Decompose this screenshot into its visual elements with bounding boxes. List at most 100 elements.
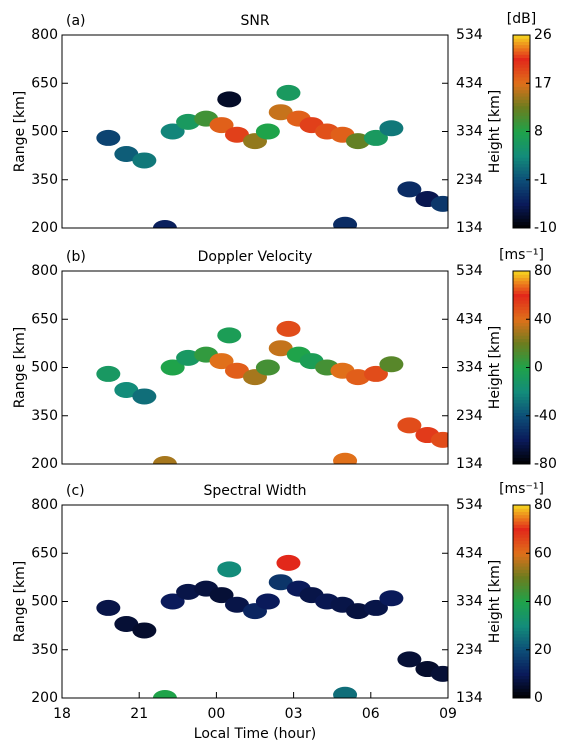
colorbar-swatch — [513, 118, 530, 123]
echo — [114, 146, 139, 163]
echo — [276, 320, 301, 337]
colorbar-swatch — [513, 332, 530, 336]
echo — [132, 152, 157, 169]
colorbar-swatch — [513, 431, 530, 436]
x-tick-label: 18 — [53, 706, 71, 722]
y-axis-label: Range [km] — [12, 327, 28, 409]
colorbar-swatch — [513, 627, 530, 631]
colorbar-swatch — [513, 348, 530, 352]
echo — [217, 327, 242, 344]
colorbar-swatch — [513, 617, 530, 622]
echo — [430, 195, 448, 212]
colorbar-swatch — [513, 694, 530, 699]
colorbar-swatch — [513, 319, 530, 323]
colorbar-swatch — [513, 299, 530, 304]
colorbar-swatch — [513, 163, 530, 168]
y-tick-label: 800 — [31, 263, 58, 279]
colorbar-swatch — [513, 386, 530, 391]
colorbar-swatch — [513, 354, 530, 359]
colorbar-swatch — [513, 517, 530, 522]
colorbar-swatch — [513, 134, 530, 139]
colorbar-swatch — [513, 121, 530, 126]
colorbar-swatch — [513, 173, 530, 178]
y-tick-label: 800 — [31, 497, 58, 513]
colorbar-swatch — [513, 92, 530, 97]
colorbar-swatch — [513, 144, 530, 149]
colorbar-swatch — [513, 543, 530, 548]
colorbar-tick-label: -80 — [534, 456, 557, 472]
colorbar-swatch — [513, 447, 530, 452]
colorbar-swatch — [513, 601, 530, 606]
echo — [152, 690, 177, 698]
colorbar-swatch — [513, 115, 530, 120]
colorbar-swatch — [513, 562, 530, 567]
colorbar-swatch — [513, 607, 530, 612]
echo — [209, 587, 234, 604]
colorbar-swatch — [513, 189, 530, 194]
echo — [276, 84, 301, 101]
y-axis-label: Range [km] — [12, 561, 28, 643]
colorbar-swatch — [513, 309, 530, 314]
colorbar-swatch — [513, 221, 530, 226]
colorbar-swatch — [513, 215, 530, 219]
colorbar-swatch — [513, 678, 530, 683]
colorbar-swatch — [513, 63, 530, 68]
colorbar-swatch — [513, 633, 530, 638]
colorbar-tick-label: -40 — [534, 408, 557, 424]
colorbar-tick-label: 0 — [534, 690, 543, 706]
colorbar-swatch — [513, 105, 530, 110]
echo — [132, 622, 157, 639]
y2-tick-label: 134 — [456, 220, 483, 236]
colorbar-swatch — [513, 296, 530, 301]
colorbar-swatch — [513, 283, 530, 288]
echo — [379, 120, 404, 137]
echo — [132, 388, 157, 405]
colorbar-swatch — [513, 195, 530, 200]
colorbar-swatch — [513, 211, 530, 216]
colorbar-swatch — [513, 38, 530, 42]
y2-tick-label: 434 — [456, 311, 483, 327]
colorbar-swatch — [513, 380, 530, 385]
colorbar-swatch — [513, 652, 530, 657]
colorbar-swatch — [513, 344, 530, 349]
colorbar-swatch — [513, 540, 530, 545]
echo — [96, 365, 121, 382]
colorbar-label: [ms⁻¹] — [499, 247, 544, 263]
x-axis-label: Local Time (hour) — [194, 726, 316, 742]
panel-title: SNR — [240, 13, 269, 29]
colorbar-swatch — [513, 312, 530, 317]
panel-label: (b) — [66, 249, 86, 265]
panel-title: Doppler Velocity — [198, 249, 313, 265]
echo — [152, 220, 177, 228]
y-tick-label: 200 — [31, 456, 58, 472]
y2-tick-label: 134 — [456, 690, 483, 706]
echo — [363, 365, 388, 382]
colorbar-swatch — [513, 290, 530, 295]
colorbar-swatch — [513, 131, 530, 136]
colorbar-swatch — [513, 54, 530, 59]
colorbar-swatch — [513, 306, 530, 311]
colorbar-swatch — [513, 643, 530, 648]
echo — [217, 91, 242, 108]
echo — [397, 181, 422, 198]
colorbar-swatch — [513, 316, 530, 320]
colorbar-swatch — [513, 685, 530, 689]
colorbar-swatch — [513, 202, 530, 206]
colorbar-swatch — [513, 280, 530, 285]
colorbar-swatch — [513, 611, 530, 615]
colorbar-swatch — [513, 533, 530, 538]
echo — [96, 129, 121, 146]
echo — [276, 554, 301, 571]
y-tick-label: 500 — [31, 124, 58, 140]
colorbar-swatch — [513, 96, 530, 100]
y2-tick-label: 334 — [456, 124, 483, 140]
colorbar-swatch — [513, 527, 530, 532]
colorbar-swatch — [513, 73, 530, 78]
colorbar-swatch — [513, 595, 530, 599]
colorbar-swatch — [513, 396, 530, 401]
y2-tick-label: 534 — [456, 497, 483, 513]
y-tick-label: 800 — [31, 27, 58, 43]
echo — [333, 452, 358, 464]
colorbar-swatch — [513, 205, 530, 210]
echo — [224, 126, 249, 143]
